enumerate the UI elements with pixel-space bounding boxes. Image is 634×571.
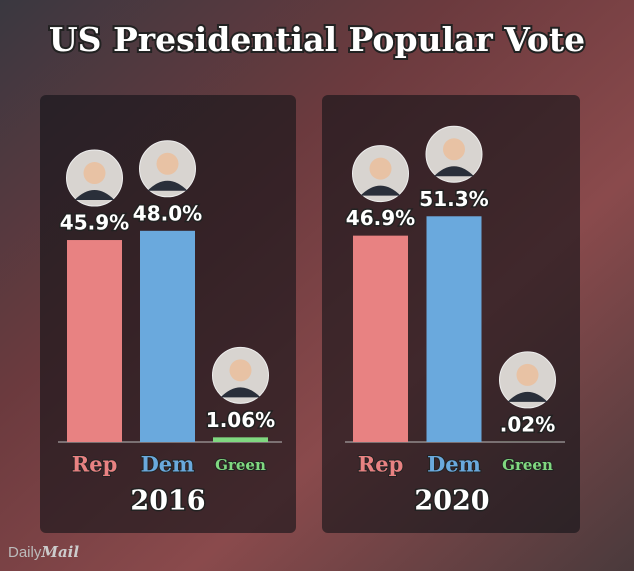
brand: DailyMail — [8, 543, 79, 561]
portrait-head — [369, 157, 392, 180]
portrait-body — [74, 190, 115, 201]
portrait-head — [156, 152, 179, 175]
brand-part: Daily — [8, 544, 42, 561]
value-label: 1.06% — [206, 408, 275, 432]
bar — [353, 235, 408, 442]
brand-part: Mail — [40, 543, 79, 561]
category-label: Rep — [358, 452, 404, 477]
panel-title: 2016 — [130, 486, 205, 517]
portrait-head — [229, 359, 252, 382]
category-label: Green — [502, 456, 553, 474]
bar — [426, 216, 482, 442]
value-label: 46.9% — [346, 206, 415, 230]
portrait-head — [83, 162, 106, 185]
category-label: Green — [215, 456, 266, 474]
chart-title: US Presidential Popular Vote — [49, 20, 585, 59]
panel-title: 2020 — [414, 486, 489, 517]
portrait-body — [360, 185, 401, 196]
portrait-head — [443, 138, 465, 161]
category-label: Dem — [141, 452, 195, 477]
bar — [140, 230, 195, 442]
bar — [67, 240, 122, 442]
portrait-body — [220, 387, 261, 398]
value-label: 51.3% — [419, 187, 488, 211]
value-label: 45.9% — [60, 211, 129, 235]
portrait-body — [147, 180, 188, 191]
value-label: .02% — [500, 412, 555, 436]
portrait-body — [434, 166, 474, 177]
category-label: Dem — [427, 452, 481, 477]
category-label: Rep — [72, 452, 118, 477]
bar — [213, 437, 268, 442]
portrait-body — [507, 391, 548, 402]
value-label: 48.0% — [133, 201, 202, 225]
portrait-head — [516, 363, 539, 386]
